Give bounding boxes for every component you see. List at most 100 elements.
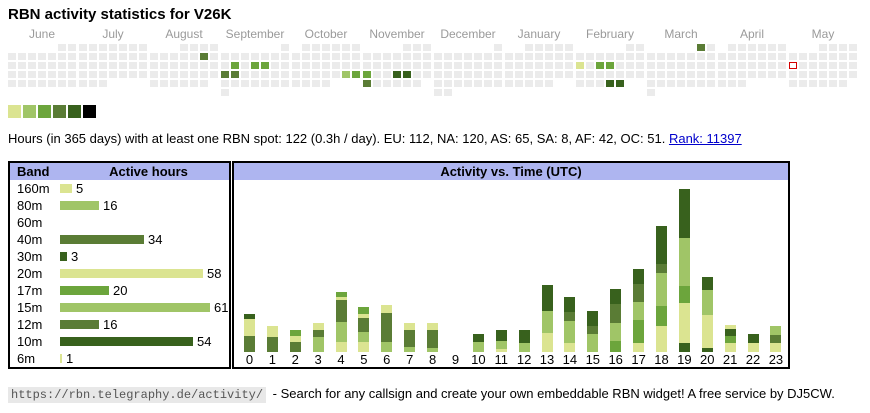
hour-bar (404, 323, 416, 352)
calendar-day-cell (464, 53, 472, 60)
hour-segment (335, 300, 347, 322)
calendar-day-cell (322, 53, 330, 60)
calendar-day-cell (839, 53, 847, 60)
calendar-month: May (789, 27, 857, 96)
calendar-day-cell (484, 71, 492, 78)
calendar-day-cell (586, 53, 594, 60)
hour-label: 23 (768, 352, 784, 367)
rank-link[interactable]: Rank: 11397 (668, 131, 742, 146)
calendar-day-cell (697, 44, 705, 51)
band-bar (60, 184, 72, 193)
calendar-day-cell (576, 62, 584, 69)
calendar-day-cell (373, 62, 381, 69)
calendar-day-cell (393, 71, 401, 78)
calendar-day-cell (352, 62, 360, 69)
calendar-day-cell (139, 53, 147, 60)
calendar-day-cell (555, 71, 563, 78)
hour-segment (358, 318, 370, 332)
hour-segment (587, 326, 599, 334)
calendar-day-cell (819, 44, 827, 51)
calendar-day-cell (271, 44, 279, 51)
calendar-day-cell (413, 80, 421, 87)
hour-segment (518, 343, 530, 352)
hour-slot: 3 (307, 180, 330, 367)
calendar-day-cell (129, 44, 137, 51)
calendar-day-cell (18, 62, 26, 69)
calendar-day-cell (565, 44, 573, 51)
hour-segment (472, 342, 484, 352)
calendar-day-cell (799, 53, 807, 60)
calendar-day-cell (464, 71, 472, 78)
calendar-day-cell (515, 44, 523, 51)
calendar-month-grid (505, 44, 573, 87)
calendar-day-cell (677, 71, 685, 78)
band-label: 30m (17, 249, 43, 264)
band-bar (60, 303, 210, 312)
hour-segment (678, 189, 690, 238)
hour-bar (358, 307, 370, 352)
month-label: March (664, 27, 698, 41)
band-bar (60, 320, 99, 329)
calendar-month-grid (363, 44, 431, 87)
hour-segment (587, 334, 599, 352)
calendar-day-cell (271, 53, 279, 60)
calendar-day-cell (99, 53, 107, 60)
calendar-day-cell (758, 62, 766, 69)
calendar-day-cell (241, 53, 249, 60)
calendar-month-grid (647, 44, 715, 96)
calendar-month: April (718, 27, 786, 96)
calendar-day-cell (180, 80, 188, 87)
calendar-day-cell (139, 71, 147, 78)
calendar-day-cell (210, 71, 218, 78)
hour-bar (587, 311, 599, 352)
calendar-month-grid (79, 44, 147, 87)
calendar-day-cell (8, 44, 16, 51)
calendar-day-cell (829, 53, 837, 60)
hour-slot: 11 (490, 180, 513, 367)
calendar-day-cell (241, 89, 249, 96)
calendar-day-cell (667, 89, 675, 96)
band-label: 160m (17, 181, 50, 196)
calendar-day-cell (738, 62, 746, 69)
calendar-day-cell (150, 44, 158, 51)
calendar-day-cell (281, 71, 289, 78)
hour-segment (335, 297, 347, 300)
calendar-day-cell (606, 80, 614, 87)
calendar-day-cell (687, 44, 695, 51)
band-bar (60, 337, 193, 346)
calendar-day-cell (109, 71, 117, 78)
activity-time-chart: Activity vs. Time (UTC) 0 1 2 3 4 5 6 7 8 9 10 11 12… (232, 161, 790, 369)
calendar-day-cell (28, 53, 36, 60)
hour-bar (564, 297, 576, 352)
calendar-day-cell (129, 53, 137, 60)
calendar-day-cell (281, 62, 289, 69)
calendar-day-cell (626, 53, 634, 60)
calendar-day-cell (373, 44, 381, 51)
hour-label: 20 (700, 352, 715, 367)
legend-swatch (8, 105, 21, 118)
calendar-day-cell (748, 53, 756, 60)
hour-segment (655, 264, 667, 273)
calendar-day-cell (129, 71, 137, 78)
calendar-day-cell (403, 71, 411, 78)
calendar-day-cell (393, 80, 401, 87)
calendar-day-cell (849, 62, 857, 69)
hour-segment (243, 336, 255, 352)
calendar-day-cell (707, 44, 715, 51)
calendar-day-cell (38, 62, 46, 69)
calendar-day-cell (89, 71, 97, 78)
calendar-day-cell (423, 44, 431, 51)
calendar-day-cell (302, 44, 310, 51)
calendar-day-cell (515, 62, 523, 69)
calendar-day-cell (606, 71, 614, 78)
calendar-day-cell (687, 53, 695, 60)
calendar-day-cell (515, 53, 523, 60)
calendar-day-cell (687, 71, 695, 78)
calendar-day-cell (616, 53, 624, 60)
calendar-day-cell (454, 71, 462, 78)
calendar-day-cell (271, 71, 279, 78)
hour-segment (564, 297, 576, 312)
calendar-day-cell (434, 80, 442, 87)
calendar-month: July (79, 27, 147, 96)
calendar-day-cell (667, 53, 675, 60)
